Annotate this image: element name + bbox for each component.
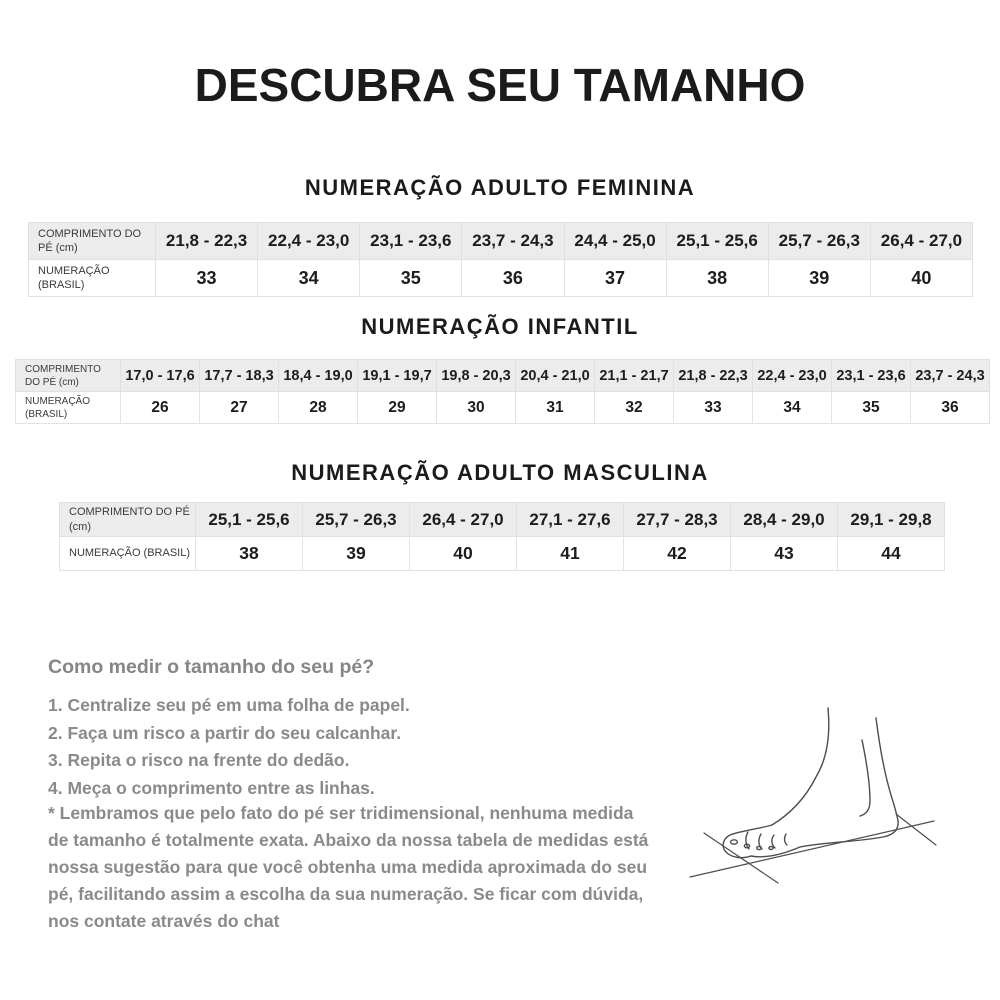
length-range-cell: 24,4 - 25,0 xyxy=(563,222,667,260)
length-range-cell: 19,8 - 20,3 xyxy=(436,359,516,392)
section-title-children: NUMERAÇÃO INFANTIL xyxy=(361,314,639,339)
measure-step-2: 2. Faça um risco a partir do seu calcanh… xyxy=(48,722,402,743)
length-range-cell: 21,8 - 22,3 xyxy=(673,359,753,392)
length-range-cell: 23,7 - 24,3 xyxy=(910,359,990,392)
size-cell: 35 xyxy=(359,259,463,297)
section-title-adult-male: NUMERAÇÃO ADULTO MASCULINA xyxy=(291,460,709,485)
size-cell: 37 xyxy=(563,259,667,297)
size-cell: 36 xyxy=(910,391,990,424)
length-range-cell: 23,1 - 23,6 xyxy=(359,222,463,260)
length-range-cell: 18,4 - 19,0 xyxy=(278,359,358,392)
size-cell: 40 xyxy=(869,259,974,297)
size-cell: 39 xyxy=(302,536,410,571)
shoe-size-row: NUMERAÇÃO (BRASIL) 33 34 35 36 37 38 39 40 xyxy=(28,259,974,297)
size-cell: 31 xyxy=(515,391,595,424)
size-cell: 32 xyxy=(594,391,674,424)
size-cell: 41 xyxy=(516,536,624,571)
size-cell: 26 xyxy=(120,391,200,424)
row-label: NUMERAÇÃO (BRASIL) xyxy=(28,259,156,297)
row-label: COMPRIMENTO DO PÉ (cm) xyxy=(59,502,196,537)
length-range-cell: 26,4 - 27,0 xyxy=(409,502,517,537)
size-cell: 36 xyxy=(461,259,565,297)
length-range-cell: 21,1 - 21,7 xyxy=(594,359,674,392)
size-cell: 43 xyxy=(730,536,838,571)
size-cell: 44 xyxy=(837,536,945,571)
size-table: COMPRIMENTO DO PÉ (cm) 25,1 - 25,6 25,7 - … xyxy=(59,502,945,571)
measurement-disclaimer-note: * Lembramos que pelo fato do pé ser trid… xyxy=(48,803,649,931)
size-cell: 42 xyxy=(623,536,731,571)
length-range-cell: 25,1 - 25,6 xyxy=(665,222,769,260)
how-to-measure-title: Como medir o tamanho do seu pé? xyxy=(48,656,375,678)
row-label: NUMERAÇÃO (BRASIL) xyxy=(59,536,196,571)
foot-length-row: COMPRIMENTO DO PÉ (cm) 17,0 - 17,6 17,7 - … xyxy=(15,359,990,392)
size-cell: 40 xyxy=(409,536,517,571)
length-range-cell: 21,8 - 22,3 xyxy=(154,222,259,260)
length-range-cell: 20,4 - 21,0 xyxy=(515,359,595,392)
shoe-size-row: NUMERAÇÃO (BRASIL) 38 39 40 41 42 43 44 xyxy=(59,536,945,571)
page-title: DESCUBRA SEU TAMANHO xyxy=(194,59,806,111)
length-range-cell: 28,4 - 29,0 xyxy=(730,502,838,537)
length-range-cell: 23,1 - 23,6 xyxy=(831,359,911,392)
size-table-adult-male: COMPRIMENTO DO PÉ (cm) 25,1 - 25,6 25,7 - … xyxy=(59,502,945,571)
length-range-cell: 26,4 - 27,0 xyxy=(869,222,974,260)
length-range-cell: 29,1 - 29,8 xyxy=(837,502,945,537)
foot-length-row: COMPRIMENTO DO PÉ (cm) 25,1 - 25,6 25,7 - … xyxy=(59,502,945,537)
length-range-cell: 27,1 - 27,6 xyxy=(516,502,624,537)
length-range-cell: 25,7 - 26,3 xyxy=(302,502,410,537)
measure-step-1: 1. Centralize seu pé em uma folha de pap… xyxy=(48,695,410,715)
size-cell: 34 xyxy=(752,391,832,424)
size-cell: 30 xyxy=(436,391,516,424)
length-range-cell: 25,1 - 25,6 xyxy=(195,502,303,537)
length-range-cell: 22,4 - 23,0 xyxy=(752,359,832,392)
row-label: COMPRIMENTO DO PÉ (cm) xyxy=(28,222,156,260)
size-cell: 33 xyxy=(673,391,753,424)
measure-step-3: 3. Repita o risco na frente do dedão. xyxy=(48,750,350,770)
size-cell: 39 xyxy=(767,259,871,297)
length-range-cell: 23,7 - 24,3 xyxy=(461,222,565,260)
length-range-cell: 19,1 - 19,7 xyxy=(357,359,437,392)
size-cell: 29 xyxy=(357,391,437,424)
size-cell: 28 xyxy=(278,391,358,424)
section-title-adult-female: NUMERAÇÃO ADULTO FEMININA xyxy=(304,175,696,200)
size-cell: 33 xyxy=(154,259,259,297)
size-cell: 38 xyxy=(665,259,769,297)
how-to-measure-steps: 1. Centralize seu pé em uma folha de pap… xyxy=(48,692,410,802)
size-table-children: COMPRIMENTO DO PÉ (cm) 17,0 - 17,6 17,7 - … xyxy=(15,359,990,424)
length-range-cell: 17,7 - 18,3 xyxy=(199,359,279,392)
length-range-cell: 25,7 - 26,3 xyxy=(767,222,871,260)
row-label: COMPRIMENTO DO PÉ (cm) xyxy=(15,359,121,392)
size-cell: 34 xyxy=(257,259,361,297)
length-range-cell: 27,7 - 28,3 xyxy=(623,502,731,537)
length-range-cell: 22,4 - 23,0 xyxy=(257,222,361,260)
size-table: COMPRIMENTO DO PÉ (cm) 21,8 - 22,3 22,4 - … xyxy=(28,222,974,297)
shoe-size-row: NUMERAÇÃO (BRASIL) 26 27 28 29 30 31 32 33 34 35 36 xyxy=(15,391,990,424)
size-cell: 35 xyxy=(831,391,911,424)
length-range-cell: 17,0 - 17,6 xyxy=(120,359,200,392)
row-label: NUMERAÇÃO (BRASIL) xyxy=(15,391,121,424)
size-cell: 38 xyxy=(195,536,303,571)
foot-length-row: COMPRIMENTO DO PÉ (cm) 21,8 - 22,3 22,4 - … xyxy=(28,222,974,260)
size-cell: 27 xyxy=(199,391,279,424)
foot-measurement-illustration-icon xyxy=(678,678,1000,922)
size-table-adult-female: COMPRIMENTO DO PÉ (cm) 21,8 - 22,3 22,4 - … xyxy=(28,222,974,297)
measure-step-4: 4. Meça o comprimento entre as linhas. xyxy=(48,777,375,798)
size-table: COMPRIMENTO DO PÉ (cm) 17,0 - 17,6 17,7 - … xyxy=(15,359,990,424)
